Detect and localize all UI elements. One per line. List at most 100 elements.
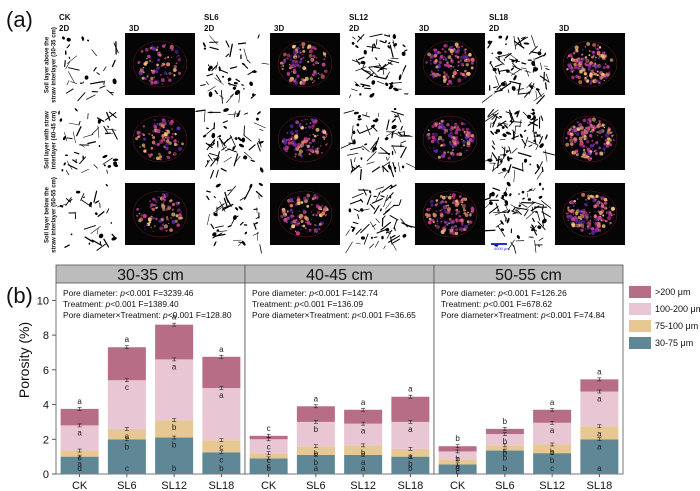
panel-b-label: (b) — [6, 283, 33, 308]
bar-segment — [533, 409, 572, 423]
stat-line: Treatment: p<0.001 F=136.09 — [252, 299, 363, 309]
bar-segment — [533, 444, 572, 454]
slice-2d-image — [200, 32, 269, 104]
category-label: SL6 — [306, 480, 326, 491]
y-tick-label: 10 — [37, 295, 49, 307]
significance-letter: a — [408, 385, 413, 394]
bar-segment — [580, 439, 619, 474]
slice-2d-image — [345, 182, 419, 254]
significance-letter: a — [550, 398, 555, 407]
significance-letter: a — [361, 464, 366, 473]
bar-segment — [202, 356, 241, 389]
panel-2: 50-55 cm Pore diameter: p<0.001 F=126.26T… — [433, 264, 624, 491]
legend-label: 100-200 μm — [655, 304, 700, 314]
y-tick-label: 2 — [43, 434, 49, 446]
bar-segment — [485, 434, 524, 446]
significance-letter: a — [597, 395, 602, 404]
render-3d-image — [555, 183, 625, 245]
bar-segment — [60, 425, 99, 451]
bar-segment — [155, 437, 194, 474]
bar-segment — [155, 359, 194, 421]
treatment-header: SL12 — [349, 13, 369, 22]
bar-segment — [60, 450, 99, 457]
category-label: SL6 — [495, 480, 515, 491]
svg-text:Soil layer with straw: Soil layer with straw — [45, 111, 51, 169]
significance-letter: c — [456, 462, 460, 471]
legend-swatch — [629, 286, 651, 298]
panel-0: 30-35 cm Pore diameter: p<0.001 F=3239.46… — [55, 264, 246, 491]
category-label: SL6 — [117, 480, 137, 491]
significance-letter: c — [267, 424, 271, 433]
y-tick-label: 0 — [43, 469, 49, 481]
significance-letter: b — [266, 464, 271, 473]
significance-letter: b — [503, 417, 508, 426]
significance-letter: a — [597, 367, 602, 376]
slice-2d-image — [57, 32, 119, 102]
panel-title: 30-35 cm — [117, 267, 184, 284]
stat-line: Treatment: p<0.001 F=678.62 — [441, 299, 552, 309]
bar-segment — [344, 454, 383, 474]
significance-letter: a — [361, 458, 366, 467]
significance-letter: a — [550, 426, 555, 435]
bar-segment — [60, 456, 99, 474]
category-label: CK — [261, 480, 277, 491]
bar-segment — [107, 347, 146, 381]
legend-swatch — [629, 337, 651, 349]
category-label: SL18 — [587, 480, 613, 491]
bar-segment — [485, 445, 524, 451]
bar-segment — [107, 380, 146, 429]
category-label: CK — [72, 480, 88, 491]
view-2d-label: 2D — [489, 24, 499, 33]
svg-text:straw interlayer (50-55 cm): straw interlayer (50-55 cm) — [52, 177, 58, 253]
bar-segment — [580, 391, 619, 427]
significance-letter: b — [455, 434, 460, 443]
significance-letter: c — [78, 454, 82, 463]
significance-letter: b — [314, 449, 319, 458]
bar-segment — [60, 408, 99, 426]
bar-segment — [202, 388, 241, 441]
significance-letter: b — [503, 437, 508, 446]
view-3d-label: 3D — [419, 24, 429, 33]
significance-letter: c — [267, 456, 271, 465]
row-label: Soil layer with straw interlayer (40-45 c… — [45, 111, 58, 169]
slice-2d-image — [479, 181, 552, 254]
significance-letter: a — [597, 429, 602, 438]
bar-segment — [391, 456, 430, 474]
slice-2d-image — [347, 32, 409, 99]
bar-segment — [107, 428, 146, 440]
bar-segment — [249, 453, 288, 459]
render-3d-image — [555, 108, 625, 170]
category-label: CK — [450, 480, 466, 491]
significance-letter: a — [597, 442, 602, 451]
slice-2d-image — [202, 182, 264, 254]
significance-letter: a — [125, 432, 130, 441]
legend-swatch — [629, 320, 651, 332]
significance-letter: b — [314, 458, 319, 467]
render-3d-image — [415, 183, 485, 245]
significance-letter: a — [597, 464, 602, 473]
render-3d-image — [555, 33, 625, 95]
significance-letter: a — [314, 394, 319, 403]
significance-letter: b — [408, 464, 413, 473]
significance-letter: c — [267, 442, 271, 451]
bar-segment — [344, 423, 383, 446]
view-3d-label: 3D — [274, 24, 284, 33]
render-3d-image — [125, 108, 195, 170]
bar-segment — [533, 422, 572, 445]
panel-title: 40-45 cm — [306, 267, 373, 284]
y-tick-label: 4 — [43, 400, 49, 412]
view-2d-label: 2D — [349, 24, 359, 33]
bar-segment — [580, 379, 619, 392]
bar-segment — [391, 448, 430, 457]
bar-segment — [438, 451, 477, 460]
treatment-header: SL18 — [489, 13, 509, 22]
bar-segment — [155, 324, 194, 360]
bar-segment — [438, 459, 477, 465]
bar-segment — [438, 446, 477, 452]
bar-segment — [344, 445, 383, 455]
panel-a-label: (a) — [6, 7, 33, 32]
bar-segment — [296, 406, 335, 422]
stat-line: Pore diameter: p<0.001 F=3239.46 — [63, 288, 194, 298]
svg-text:straw interlayer (30-35 cm): straw interlayer (30-35 cm) — [52, 27, 58, 103]
